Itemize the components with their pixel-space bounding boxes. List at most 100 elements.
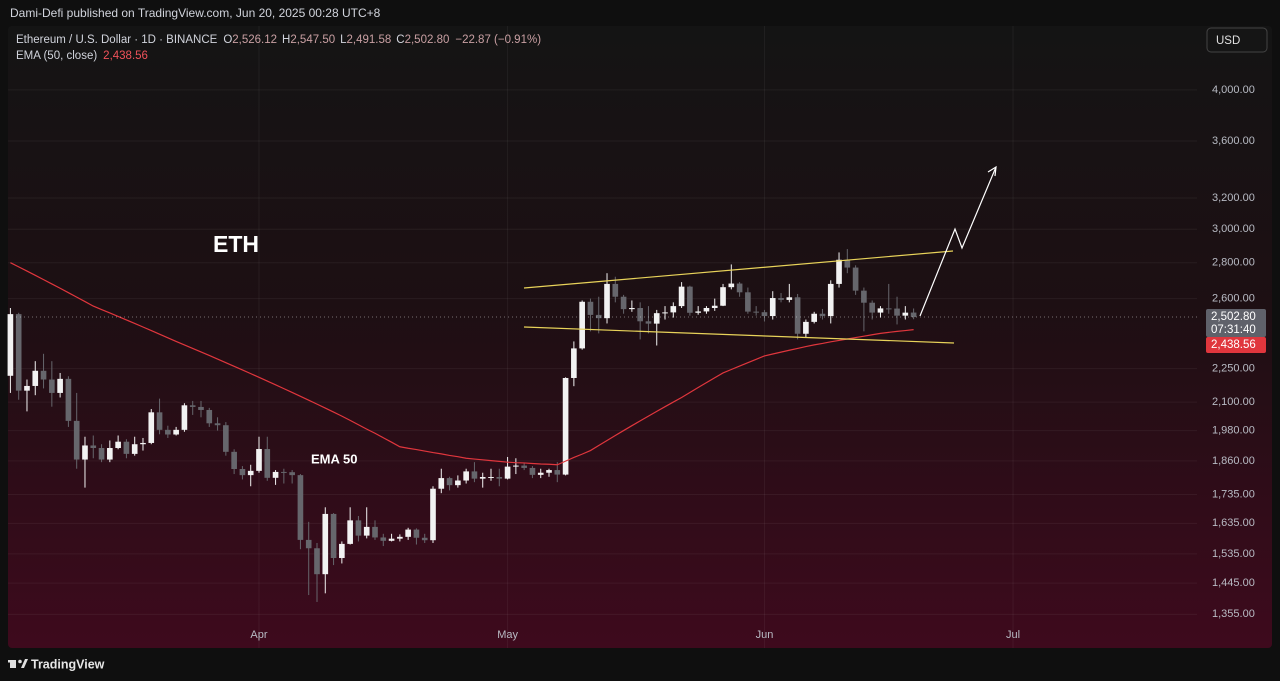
candle-body xyxy=(761,312,768,317)
candle-body xyxy=(405,529,411,537)
candle-body xyxy=(529,467,536,475)
candle-body xyxy=(297,475,304,540)
candle-body xyxy=(131,444,138,454)
candle-body xyxy=(612,283,619,297)
candle-body xyxy=(836,259,842,284)
arrow-head xyxy=(987,165,997,177)
candle-body xyxy=(165,429,171,435)
candle-body xyxy=(156,412,163,430)
candle-body xyxy=(148,412,155,443)
candle-body xyxy=(231,451,237,469)
candle-body xyxy=(247,470,254,476)
candle-body xyxy=(513,465,519,467)
x-tick-label: Jun xyxy=(756,629,774,641)
candle-body xyxy=(711,305,718,309)
candle-body xyxy=(455,480,461,486)
candle-body xyxy=(629,308,635,310)
candle-body xyxy=(496,477,503,479)
ohlc-key: O xyxy=(223,34,232,46)
symbol: Ethereum / U.S. Dollar · 1D · BINANCE xyxy=(16,34,218,46)
projection-arrow xyxy=(919,166,997,317)
x-tick-label: Apr xyxy=(250,629,267,641)
channel-bottom xyxy=(523,326,955,344)
candle-body xyxy=(107,448,113,460)
candle-body xyxy=(678,286,685,307)
candle-body xyxy=(24,385,30,391)
currency[interactable]: USD xyxy=(1216,35,1240,47)
candle-body xyxy=(40,370,47,380)
candle-body xyxy=(438,478,445,489)
candle-body xyxy=(902,312,909,316)
ema-legend: EMA (50, close) 2,438.56 xyxy=(16,50,148,62)
candle-body xyxy=(330,513,337,559)
candle-body xyxy=(786,297,793,300)
symbol-legend: Ethereum / U.S. Dollar · 1D · BINANCE O2,… xyxy=(16,34,541,46)
grid xyxy=(8,26,1197,648)
ohlc-value: 2,502.80 xyxy=(405,34,450,46)
candle-body xyxy=(339,543,345,559)
candle-body xyxy=(355,520,362,536)
candle-body xyxy=(819,313,826,317)
candle-body xyxy=(397,536,403,539)
candle-body xyxy=(554,470,561,475)
ohlc-value: 2,526.12 xyxy=(232,34,277,46)
candle-body xyxy=(827,283,834,317)
candle-body xyxy=(372,526,378,538)
y-tick-label: 1,355.00 xyxy=(1212,608,1255,620)
candle-body xyxy=(181,405,188,430)
candle-body xyxy=(885,308,892,310)
last-price-label: 2,502.80 xyxy=(1211,311,1256,323)
candle-body xyxy=(413,529,420,538)
ohlc-value: 2,547.50 xyxy=(290,34,335,46)
candle-body xyxy=(463,471,469,481)
brand: TradingView xyxy=(31,657,105,671)
y-tick-label: 3,600.00 xyxy=(1212,135,1255,147)
candle-body xyxy=(687,286,693,313)
channel-top xyxy=(523,250,954,289)
candle-body xyxy=(49,379,55,393)
candle-body xyxy=(620,296,627,310)
candle-body xyxy=(65,378,72,421)
y-tick-label: 2,600.00 xyxy=(1212,293,1255,305)
x-tick-label: Jul xyxy=(1006,629,1020,641)
candle-body xyxy=(571,348,577,378)
candle-body xyxy=(604,283,610,319)
ema-price-label: 2,438.56 xyxy=(1211,339,1256,351)
y-tick-label: 3,000.00 xyxy=(1212,223,1255,235)
annotation: ETH xyxy=(213,231,259,257)
candle-body xyxy=(272,471,279,478)
candle-body xyxy=(314,548,320,575)
candle-body xyxy=(794,297,801,334)
candle-body xyxy=(98,448,105,460)
candle-body xyxy=(587,301,594,315)
plot xyxy=(7,249,917,602)
candle-body xyxy=(388,538,395,541)
change: −22.87 (−0.91%) xyxy=(455,34,541,46)
candle-body xyxy=(123,441,130,454)
candle-body xyxy=(189,405,196,407)
candle-body xyxy=(720,287,726,306)
candle-body xyxy=(562,377,569,475)
candle-body xyxy=(521,465,527,468)
ohlc-key: L xyxy=(340,34,347,46)
candle-body xyxy=(90,445,97,449)
candle-body xyxy=(173,429,179,435)
y-tick-label: 1,445.00 xyxy=(1212,577,1255,589)
candle-body xyxy=(198,406,204,410)
candle-body xyxy=(73,420,80,460)
candle-body xyxy=(363,526,370,536)
candle-body xyxy=(15,314,22,391)
candle-body xyxy=(844,259,851,268)
y-tick-label: 2,100.00 xyxy=(1212,396,1255,408)
y-tick-label: 1,635.00 xyxy=(1212,517,1255,529)
candle-body xyxy=(115,441,121,449)
countdown: 07:31:40 xyxy=(1211,324,1256,336)
candle-body xyxy=(264,449,271,478)
ohlc-key: C xyxy=(396,34,404,46)
candle-body xyxy=(380,537,387,541)
candle-body xyxy=(595,314,602,319)
currency-button[interactable] xyxy=(1206,27,1268,53)
candle-body xyxy=(736,283,743,293)
y-tick-label: 1,535.00 xyxy=(1212,548,1255,560)
candle-body xyxy=(537,472,544,475)
